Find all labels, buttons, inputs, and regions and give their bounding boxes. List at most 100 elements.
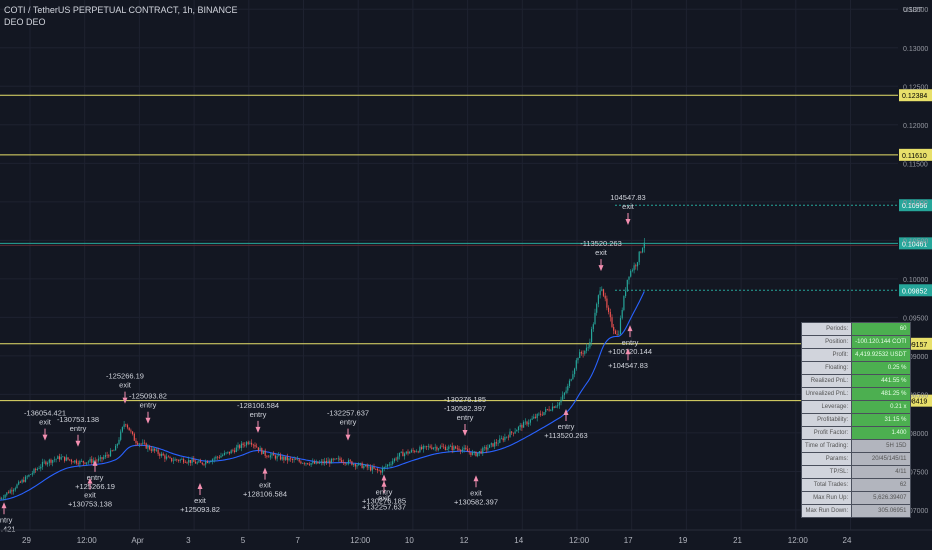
trade-label: exit (595, 248, 608, 257)
stats-key: Position: (800, 335, 853, 349)
candle-body (293, 459, 295, 460)
candle-body (213, 458, 215, 460)
candle-body (346, 463, 348, 465)
candle-body (317, 461, 319, 464)
candle-body (643, 242, 645, 249)
candle-body (557, 405, 559, 407)
candle-body (264, 450, 266, 456)
candle-body (463, 447, 465, 450)
candle-body (111, 450, 113, 452)
down-arrow-icon (625, 218, 631, 225)
y-tick-label: 0.09000 (903, 354, 928, 361)
stats-row: TP/SL: 4/11 (800, 465, 911, 479)
candle-body (278, 455, 280, 456)
stats-key: TP/SL: (800, 465, 853, 479)
candle-body (194, 461, 197, 464)
candle-body (38, 468, 40, 470)
down-arrow-icon (122, 397, 128, 404)
trade-label: -113520.263 (580, 239, 622, 248)
candle-body (198, 461, 200, 463)
stats-value: 0.25 % (851, 361, 911, 375)
candle-body (89, 459, 91, 462)
candle-body (235, 447, 237, 452)
trade-label: entry (558, 422, 575, 431)
trade-label: exit (39, 418, 52, 427)
level-price-tag (899, 237, 932, 250)
candle-body (176, 459, 178, 461)
candle-body (439, 446, 441, 449)
candle-body (296, 459, 299, 461)
candle-body (388, 464, 390, 466)
candle-body (81, 460, 83, 462)
up-arrow-icon (563, 409, 569, 416)
candle-body (159, 453, 161, 456)
stats-key: Total Trades: (800, 478, 853, 492)
trade-label: +132257.637 (362, 503, 406, 512)
down-arrow-icon (255, 426, 261, 433)
up-arrow-icon (627, 325, 633, 332)
candle-body (546, 409, 548, 410)
candle-body (143, 442, 146, 444)
candle-body (74, 460, 76, 463)
level-price-label: 0.10956 (902, 203, 927, 210)
candle-body (494, 442, 496, 447)
candle-body (245, 442, 248, 446)
candle-body (285, 456, 287, 460)
candle-body (324, 461, 326, 464)
horizontal-levels: 0.12384 0.11610 0.10956 0.10461 0.09852 0.091… (0, 89, 932, 407)
candle-body (509, 431, 511, 438)
stats-key: Params: (800, 452, 853, 466)
candle-body (53, 459, 55, 461)
candle-body (137, 443, 139, 445)
candle-body (329, 460, 331, 464)
candle-body (517, 426, 520, 431)
candle-body (608, 307, 610, 312)
candle-body (298, 459, 300, 462)
stats-value: -100.120.144 COTI (851, 335, 911, 349)
trade-label: entry (340, 418, 357, 427)
candle-body (574, 368, 576, 375)
candle-body (269, 455, 271, 458)
candle-body (103, 457, 105, 459)
candle-body (227, 451, 229, 453)
level-price-label: 0.09852 (902, 288, 927, 295)
candle-body (220, 455, 222, 458)
candle-body (336, 458, 338, 460)
candle-body (62, 456, 64, 458)
candle-body (310, 463, 312, 465)
candle-body (228, 451, 231, 454)
candle-body (506, 436, 508, 438)
candle-body (473, 451, 475, 453)
candle-body (529, 419, 531, 423)
trade-label: -130582.397 (444, 404, 486, 413)
candle-body (205, 461, 207, 465)
candle-body (358, 463, 360, 466)
x-tick-label: 12:00 (77, 536, 98, 545)
trade-label: -125093.82 (129, 392, 167, 401)
candle-body (120, 431, 122, 440)
candle-body (475, 451, 477, 457)
candle-body (87, 461, 89, 463)
up-arrow-icon (262, 467, 268, 474)
candle-body (405, 451, 407, 454)
candle-body (638, 251, 640, 263)
stats-row: Position: -100.120.144 COTI (800, 335, 911, 349)
candle-body (179, 459, 181, 461)
candle-body (142, 442, 144, 444)
candle-body (528, 422, 530, 425)
candle-body (500, 438, 503, 439)
candle-body (230, 450, 232, 454)
candle-body (300, 461, 302, 464)
candle-body (23, 479, 25, 482)
candle-body (232, 450, 234, 451)
candle-body (279, 455, 282, 460)
candle-body (84, 462, 86, 464)
candle-body (291, 458, 293, 460)
candle-body (536, 414, 538, 418)
up-arrow-icon (92, 459, 98, 466)
candle-body (534, 416, 537, 418)
candle-body (206, 461, 208, 463)
stats-value: 31.15 % (851, 413, 911, 427)
candle-body (99, 457, 101, 459)
